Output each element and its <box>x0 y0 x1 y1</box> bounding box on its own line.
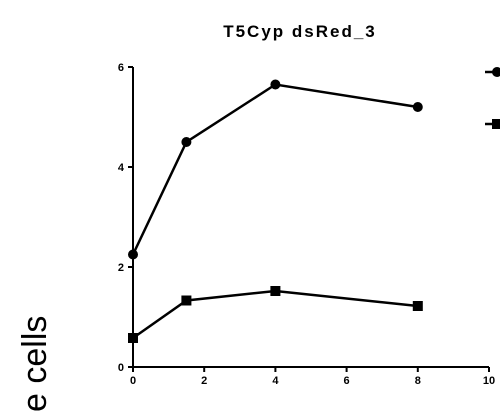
x-tick-label: 0 <box>130 375 136 387</box>
chart-title: T5Cyp dsRed_3 <box>223 22 377 41</box>
x-tick-label: 4 <box>272 375 279 387</box>
data-point <box>270 79 281 90</box>
data-point <box>412 102 423 112</box>
y-tick-label: 6 <box>118 62 124 74</box>
data-point <box>128 333 138 343</box>
data-point <box>270 286 281 296</box>
data-point <box>412 301 423 311</box>
series-line-1 <box>131 83 418 256</box>
y-tick-label: 4 <box>118 162 125 174</box>
x-tick-label: 8 <box>415 375 421 387</box>
y-axis-label: e cells <box>16 316 54 412</box>
x-tick-label: 10 <box>483 375 495 387</box>
y-tick-label: 0 <box>118 362 124 374</box>
data-point <box>181 295 192 306</box>
y-tick-label: 2 <box>118 262 124 274</box>
x-tick-label: 2 <box>201 375 207 387</box>
legend-marker <box>492 119 500 129</box>
series-line-2 <box>132 289 418 340</box>
x-tick-label: 6 <box>344 375 350 387</box>
legend-marker <box>492 67 500 77</box>
plot-series <box>128 79 423 343</box>
legend <box>485 67 500 129</box>
data-point <box>128 249 138 260</box>
y-axis: 0 2 4 6 <box>118 62 134 374</box>
data-point <box>181 137 192 147</box>
x-axis: 0 2 4 6 8 10 <box>130 366 495 387</box>
